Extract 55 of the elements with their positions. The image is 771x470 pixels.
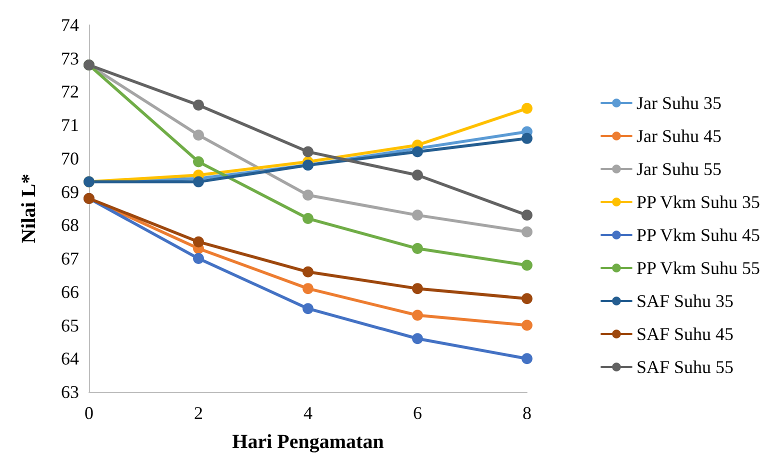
legend-label: SAF Suhu 35: [636, 291, 734, 311]
point: [522, 320, 532, 331]
point: [193, 100, 204, 111]
point: [522, 102, 532, 114]
legend-label: Jar Suhu 55: [636, 159, 722, 179]
point: [193, 253, 204, 264]
point: [412, 310, 423, 321]
legend-label: SAF Suhu 45: [636, 324, 734, 344]
y-tick-label: 67: [61, 248, 79, 269]
point: [193, 130, 204, 141]
point: [412, 283, 423, 294]
point: [522, 293, 532, 304]
legend-label: PP Vkm Suhu 55: [636, 258, 760, 278]
point: [412, 170, 423, 181]
legend-label: Jar Suhu 35: [636, 93, 722, 113]
point: [302, 213, 314, 224]
point: [412, 243, 423, 254]
y-tick-label: 63: [61, 382, 79, 402]
y-tick-label: 68: [61, 215, 79, 236]
x-tick-label: 0: [84, 403, 94, 423]
legend-label: PP Vkm Suhu 45: [636, 225, 760, 245]
point: [302, 190, 314, 201]
y-tick-label: 70: [61, 148, 79, 168]
point: [302, 303, 314, 314]
x-axis-title: Hari Pengamatan: [232, 431, 384, 453]
y-axis-title: Nilai L*: [18, 174, 40, 244]
point: [412, 333, 423, 344]
point: [302, 266, 314, 278]
point: [522, 260, 532, 271]
y-tick-label: 65: [61, 315, 79, 336]
point: [302, 283, 314, 294]
y-tick-label: 73: [61, 48, 79, 68]
x-tick-label: 4: [304, 403, 312, 423]
y-tick-label: 74: [61, 15, 79, 35]
x-tick-label: 2: [194, 403, 203, 423]
point: [193, 236, 204, 248]
y-tick-label: 69: [61, 182, 79, 202]
y-tick-label: 72: [61, 82, 79, 102]
point: [302, 146, 314, 158]
point: [522, 210, 532, 221]
legend-label: SAF Suhu 55: [636, 357, 734, 377]
y-tick-label: 64: [61, 348, 79, 369]
point: [522, 226, 532, 238]
legend-label: PP Vkm Suhu 35: [636, 192, 760, 212]
y-tick-label: 66: [61, 282, 79, 302]
point: [193, 156, 204, 168]
point: [522, 353, 532, 364]
point: [412, 210, 423, 221]
legend-label: Jar Suhu 45: [636, 126, 722, 146]
y-tick-label: 71: [61, 115, 79, 136]
point: [522, 132, 532, 144]
point: [193, 176, 204, 188]
point: [412, 146, 423, 158]
x-tick-label: 6: [413, 403, 422, 423]
x-tick-label: 8: [522, 403, 532, 423]
